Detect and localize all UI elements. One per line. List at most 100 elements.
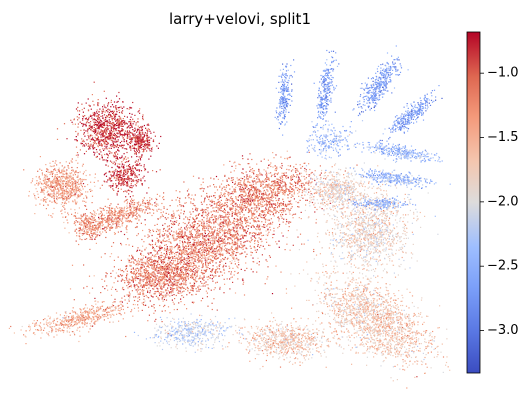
scatter-point: [93, 275, 95, 277]
scatter-point: [231, 260, 233, 262]
scatter-point: [102, 133, 105, 135]
scatter-point: [157, 147, 159, 149]
scatter-point: [129, 166, 131, 168]
scatter-point: [233, 250, 235, 253]
scatter-point: [108, 113, 110, 115]
scatter-point: [141, 140, 143, 142]
scatter-point: [233, 244, 235, 246]
scatter-point: [89, 174, 91, 176]
scatter-point: [212, 200, 214, 202]
scatter-point: [183, 235, 185, 237]
scatter-point: [117, 140, 119, 143]
scatter-point: [117, 133, 119, 135]
scatter-point: [147, 144, 149, 146]
scatter-point: [240, 199, 243, 201]
scatter-point: [152, 170, 154, 172]
scatter-point: [152, 139, 155, 141]
scatter-point: [172, 257, 174, 260]
scatter-point: [116, 109, 118, 111]
scatter-point: [41, 169, 43, 171]
scatter-point: [240, 223, 242, 225]
scatter-point: [193, 260, 195, 262]
scatter-point: [178, 280, 180, 282]
scatter-point: [104, 124, 106, 126]
scatter-point: [91, 135, 93, 137]
scatter-point: [199, 235, 202, 237]
scatter-point: [178, 228, 180, 230]
scatter-point: [127, 133, 129, 136]
scatter-point: [81, 103, 83, 105]
scatter-point: [121, 223, 123, 225]
scatter-point: [237, 230, 239, 232]
scatter-point: [135, 185, 137, 187]
scatter-point: [56, 178, 58, 180]
scatter-point: [196, 290, 198, 292]
scatter-point: [207, 196, 209, 198]
scatter-point: [143, 149, 145, 151]
scatter-point: [126, 123, 128, 125]
scatter-point: [146, 150, 148, 152]
scatter-point: [85, 195, 87, 197]
scatter-point: [85, 102, 87, 104]
scatter-point: [69, 196, 71, 198]
scatter-point: [125, 171, 127, 173]
scatter-point: [98, 225, 100, 227]
scatter-point: [217, 239, 219, 241]
scatter-point: [192, 255, 194, 257]
scatter-point: [266, 204, 268, 206]
scatter-point: [125, 227, 127, 229]
scatter-point: [192, 248, 194, 250]
scatter-point: [68, 192, 70, 194]
scatter-point: [128, 125, 130, 127]
scatter-point: [108, 207, 110, 209]
scatter-point: [199, 275, 201, 277]
scatter-point: [74, 172, 76, 174]
scatter-point: [52, 172, 54, 174]
scatter-point: [180, 212, 182, 214]
scatter-point: [223, 204, 225, 206]
scatter-point: [159, 304, 161, 307]
scatter-point: [248, 233, 251, 235]
scatter-point: [131, 191, 133, 193]
scatter-point: [143, 149, 145, 151]
scatter-point: [197, 251, 199, 253]
scatter-point: [202, 251, 204, 253]
scatter-point: [53, 179, 55, 181]
scatter-point: [198, 290, 200, 292]
scatter-point: [239, 216, 241, 218]
scatter-point: [72, 186, 74, 189]
scatter-point: [74, 221, 76, 223]
scatter-point: [257, 226, 259, 228]
scatter-point: [235, 231, 237, 233]
scatter-point: [87, 132, 89, 134]
scatter-point: [123, 166, 125, 168]
scatter-point: [72, 170, 74, 172]
scatter-point: [237, 225, 239, 227]
scatter-point: [222, 258, 224, 260]
scatter-point: [109, 212, 111, 214]
scatter-point: [140, 146, 142, 149]
scatter-point: [136, 277, 138, 280]
scatter-point: [110, 139, 113, 141]
scatter-point: [194, 194, 196, 196]
scatter-point: [95, 129, 97, 131]
scatter-point: [88, 148, 90, 150]
scatter-point: [55, 176, 57, 179]
scatter-point: [149, 130, 151, 132]
scatter-point: [82, 123, 84, 125]
scatter-point: [176, 263, 178, 266]
scatter-point: [218, 238, 220, 240]
scatter-point: [180, 298, 182, 300]
scatter-point: [138, 164, 140, 166]
scatter-point: [219, 264, 221, 266]
scatter-point: [246, 224, 248, 226]
scatter-point: [208, 219, 210, 221]
scatter-point: [53, 197, 55, 199]
scatter-point: [104, 106, 106, 108]
scatter-point: [121, 144, 123, 146]
scatter-point: [229, 254, 231, 256]
scatter-point: [120, 188, 122, 190]
scatter-point: [126, 302, 128, 304]
scatter-point: [173, 271, 175, 273]
scatter-point: [117, 166, 119, 168]
